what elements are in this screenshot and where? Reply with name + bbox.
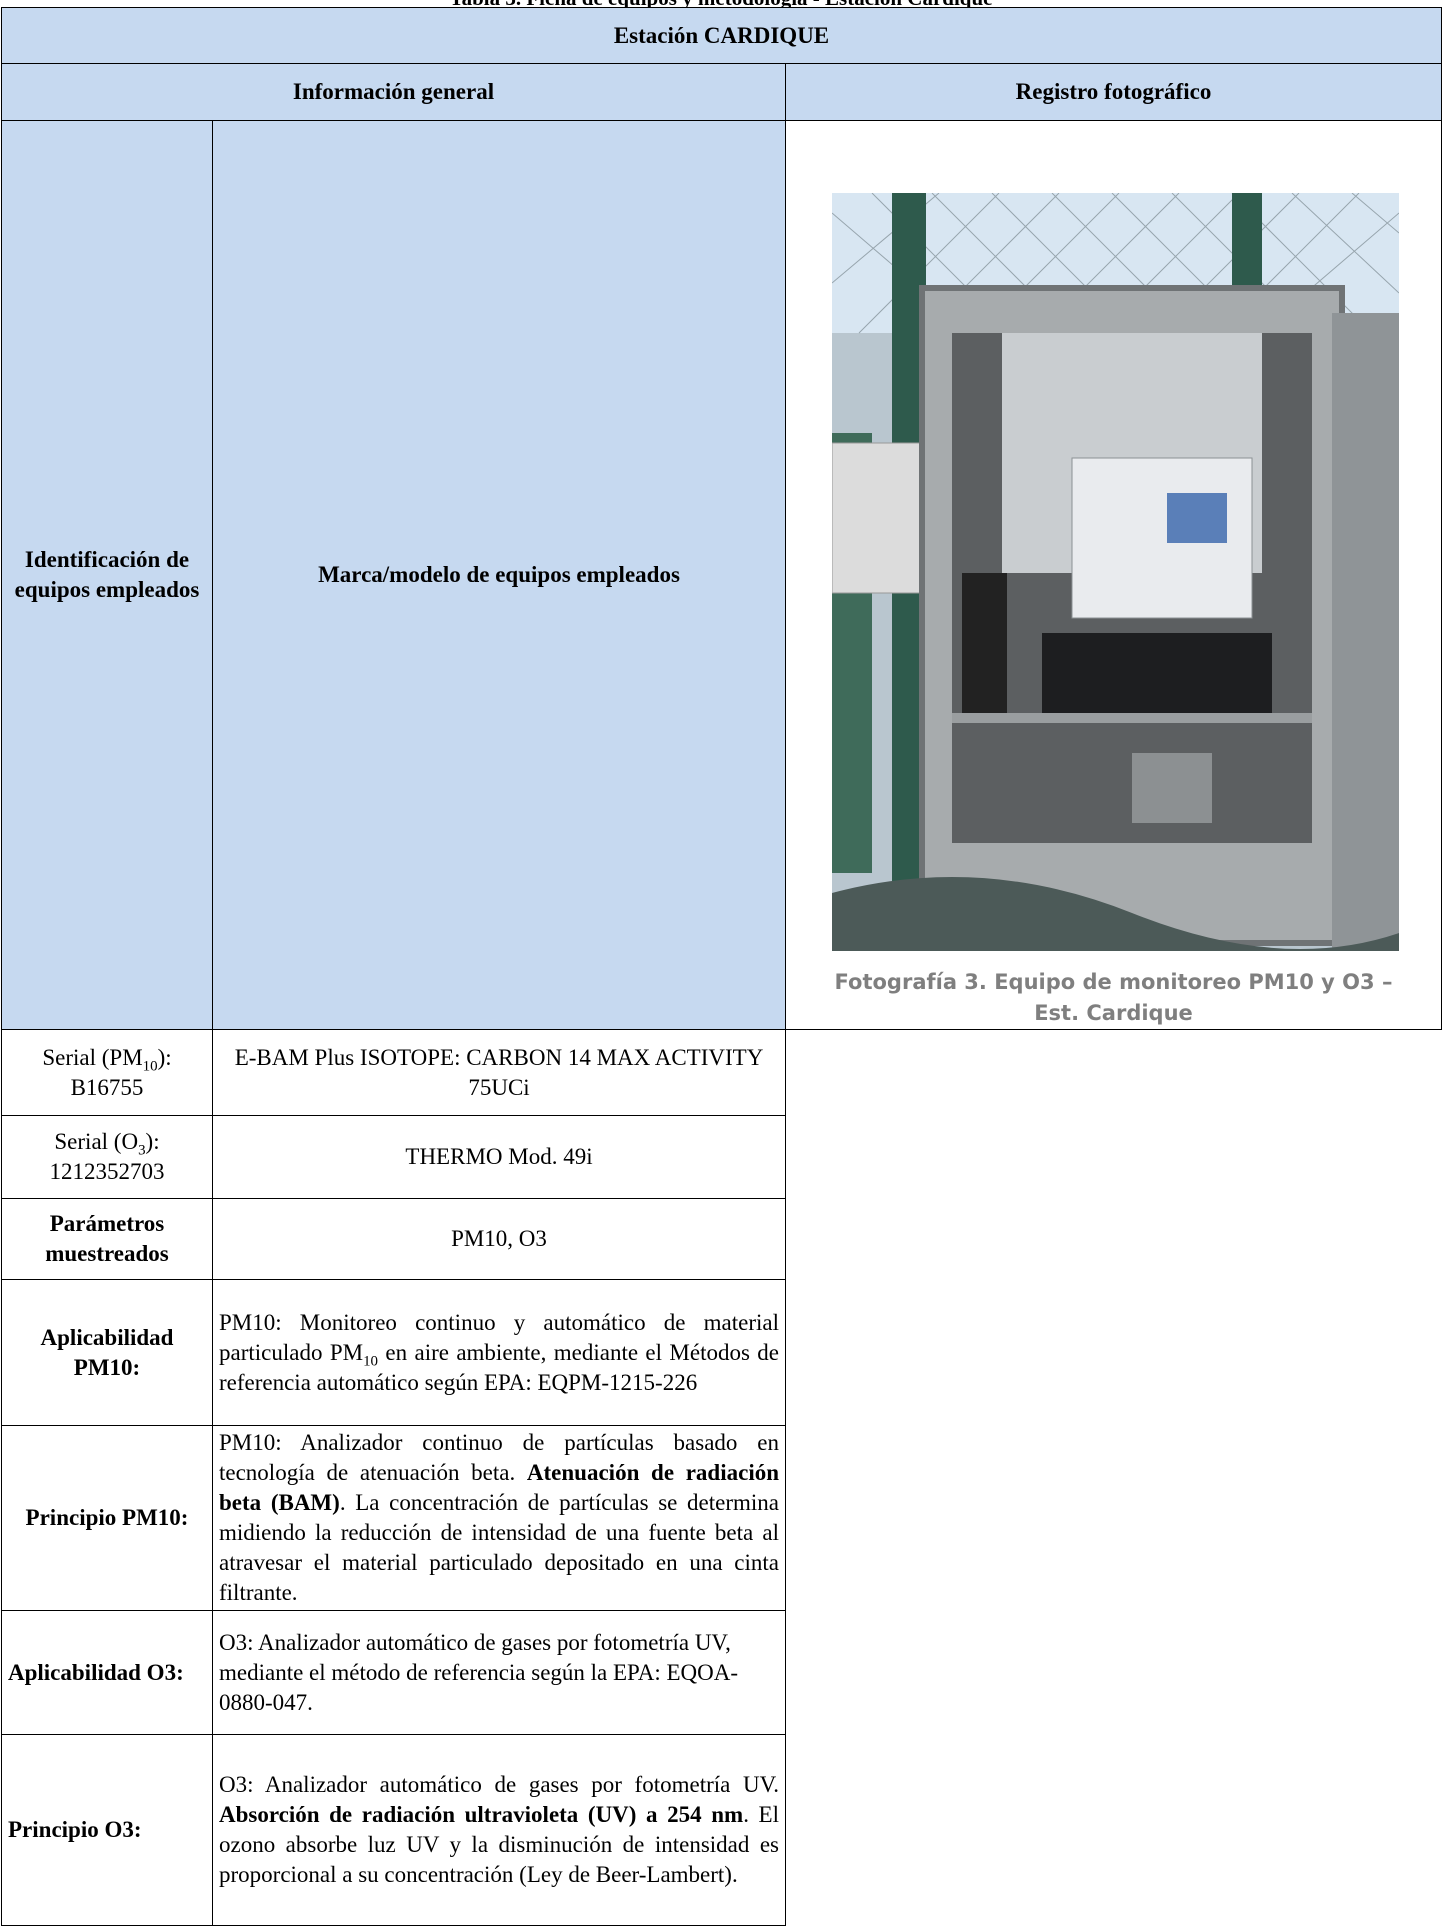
subscript: 10 — [142, 1058, 158, 1075]
text: O3: Analizador automático de gases por f… — [219, 1629, 739, 1715]
text: ): B16755 — [70, 1044, 172, 1100]
row-value: PM10: Monitoreo continuo y automático de… — [212, 1279, 786, 1426]
row-value: E-BAM Plus ISOTOPE: CARBON 14 MAX ACTIVI… — [212, 1029, 786, 1116]
subscript: 3 — [138, 1142, 146, 1159]
table-row: Aplicabilidad PM10: PM10: Monitoreo conti… — [1, 1279, 1442, 1426]
row-label: Serial (O3): 1212352703 — [1, 1115, 213, 1199]
bold-text: Aplicabilidad O3: — [8, 1659, 184, 1685]
table-title: Estación CARDIQUE — [1, 7, 1442, 64]
equipment-table: Estación CARDIQUE Información general Re… — [1, 7, 1442, 1926]
row-label: Serial (PM10): B16755 — [1, 1029, 213, 1116]
row-value: THERMO Mod. 49i — [212, 1115, 786, 1199]
bold-text: Parámetros muestreados — [45, 1211, 169, 1266]
table-row: Serial (O3): 1212352703 THERMO Mod. 49i — [1, 1115, 1442, 1199]
header-row: Identificación de equipos empleados Marc… — [1, 120, 1442, 1030]
text: PM10, O3 — [451, 1226, 547, 1251]
bold-text: Principio O3: — [8, 1817, 142, 1842]
bold-text: Aplicabilidad PM10: — [40, 1324, 174, 1380]
row-value: PM10: Analizador continuo de partículas … — [212, 1425, 786, 1611]
row-value: O3: Analizador automático de gases por f… — [212, 1610, 786, 1735]
row-value: PM10, O3 — [212, 1198, 786, 1280]
table-row: Serial (PM10): B16755 E-BAM Plus ISOTOPE:… — [1, 1029, 1442, 1116]
text: THERMO Mod. 49i — [405, 1144, 593, 1169]
section-row: Información general Registro fotográfico — [1, 63, 1442, 121]
text: O3: Analizador automático de gases por f… — [219, 1772, 779, 1797]
row-label: Aplicabilidad O3: — [1, 1610, 213, 1735]
table-row: Principio O3: O3: Analizador automático d… — [1, 1734, 1442, 1926]
section-header: Información general — [1, 63, 786, 121]
text: E-BAM Plus ISOTOPE: CARBON 14 MAX ACTIVI… — [234, 1044, 764, 1100]
bold-text: Absorción de radiación ultravioleta (UV)… — [219, 1802, 744, 1827]
photo — [832, 193, 1399, 951]
row-value: O3: Analizador automático de gases por f… — [212, 1734, 786, 1926]
column-header: Identificación de equipos empleados — [1, 120, 213, 1030]
title-row: Estación CARDIQUE — [1, 7, 1442, 64]
table-row: Principio PM10: PM10: Analizador continuo… — [1, 1425, 1442, 1611]
table-row: Parámetros muestreados PM10, O3 — [1, 1198, 1442, 1280]
photo-cell: Fotografía 3. Equipo de monitoreo PM10 y… — [785, 120, 1442, 1030]
photo-caption: Fotografía 3. Equipo de monitoreo PM10 y… — [834, 970, 1393, 1025]
column-header: Marca/modelo de equipos empleados — [212, 120, 786, 1030]
row-label: Principio PM10: — [1, 1425, 213, 1611]
bold-text: Principio PM10: — [25, 1505, 189, 1530]
section-header: Registro fotográfico — [785, 63, 1442, 121]
subscript: 10 — [363, 1353, 379, 1370]
text: Serial (PM — [42, 1044, 143, 1070]
text: Serial (O — [54, 1129, 139, 1154]
table-row: Aplicabilidad O3: O3: Analizador automáti… — [1, 1610, 1442, 1735]
row-label: Principio O3: — [1, 1734, 213, 1926]
table-caption: Tabla 3. Ficha de equipos y metodología … — [0, 0, 1442, 11]
row-label: Parámetros muestreados — [1, 1198, 213, 1280]
row-label: Aplicabilidad PM10: — [1, 1279, 213, 1426]
